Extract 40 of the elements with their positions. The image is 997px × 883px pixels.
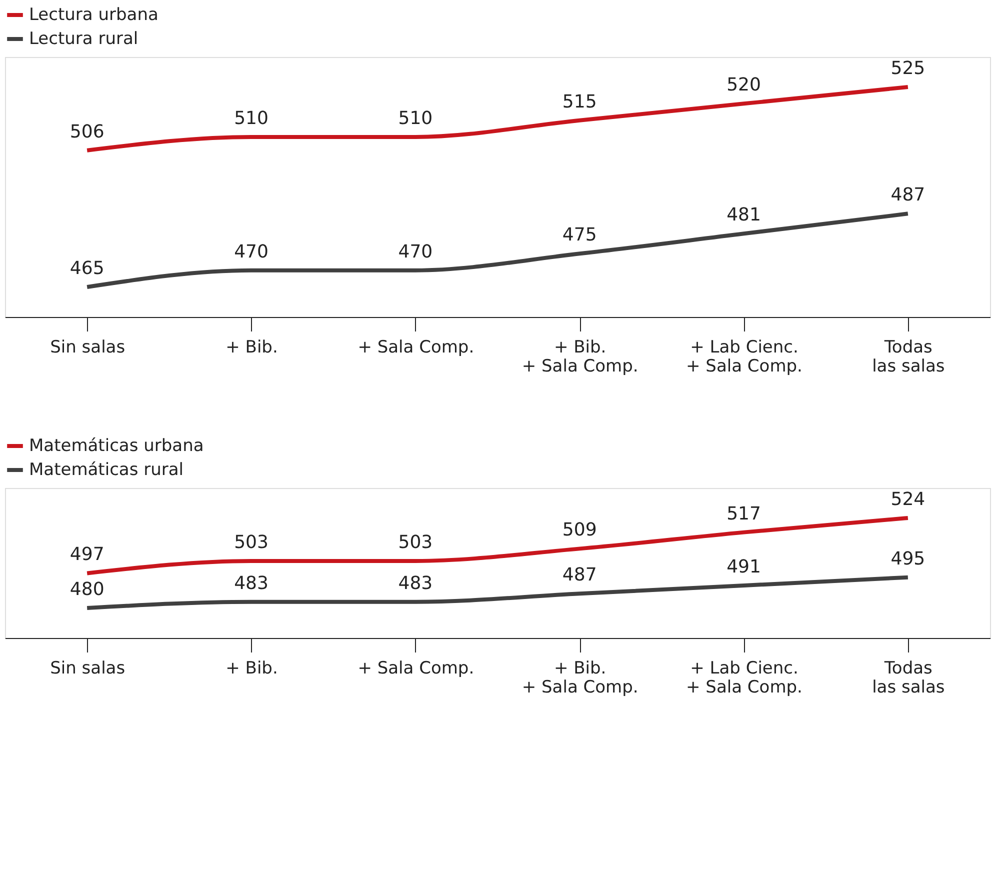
x-tick-label: + Bib.	[226, 658, 278, 678]
data-label: 487	[890, 184, 926, 206]
data-label: 487	[562, 564, 597, 586]
data-label: 520	[726, 74, 761, 96]
data-label: 510	[398, 108, 433, 129]
data-label: 510	[234, 108, 268, 129]
legend-label: Lectura urbana	[29, 5, 158, 25]
x-tick-label: Sin salas	[50, 658, 126, 678]
data-label: 470	[234, 241, 268, 262]
legend-label: Matemáticas urbana	[29, 436, 204, 456]
data-label: 475	[562, 224, 597, 246]
data-label: 509	[562, 520, 597, 541]
x-tick-label: + Lab Cienc. + Sala Comp.	[686, 338, 802, 376]
data-label: 480	[70, 579, 104, 600]
data-label: 483	[234, 572, 268, 594]
x-tick-label: Sin salas	[50, 338, 126, 358]
data-label: 465	[70, 258, 104, 279]
x-tick-label: + Sala Comp.	[358, 338, 474, 358]
data-label: 503	[234, 532, 268, 553]
x-tick-label: + Bib. + Sala Comp.	[522, 338, 638, 376]
data-label: 506	[70, 121, 104, 142]
data-label: 491	[726, 556, 761, 578]
data-label: 517	[726, 503, 761, 524]
legend-label: Lectura rural	[29, 29, 138, 49]
data-label: 481	[726, 204, 761, 226]
data-label: 524	[890, 489, 926, 510]
data-label: 497	[70, 544, 104, 566]
legend-label: Matemáticas rural	[29, 460, 184, 480]
x-tick-label: + Bib. + Sala Comp.	[522, 658, 638, 698]
data-label: 470	[398, 241, 433, 262]
data-label: 525	[890, 58, 926, 79]
x-tick-label: + Sala Comp.	[358, 658, 474, 678]
data-label: 495	[890, 548, 926, 570]
x-tick-label: + Lab Cienc. + Sala Comp.	[686, 658, 802, 698]
data-label: 483	[398, 572, 433, 594]
data-label: 503	[398, 532, 433, 553]
x-tick-label: Todas las salas	[872, 338, 945, 376]
x-tick-label: + Bib.	[226, 338, 278, 358]
x-tick-label: Todas las salas	[872, 658, 945, 698]
data-label: 515	[562, 91, 597, 112]
